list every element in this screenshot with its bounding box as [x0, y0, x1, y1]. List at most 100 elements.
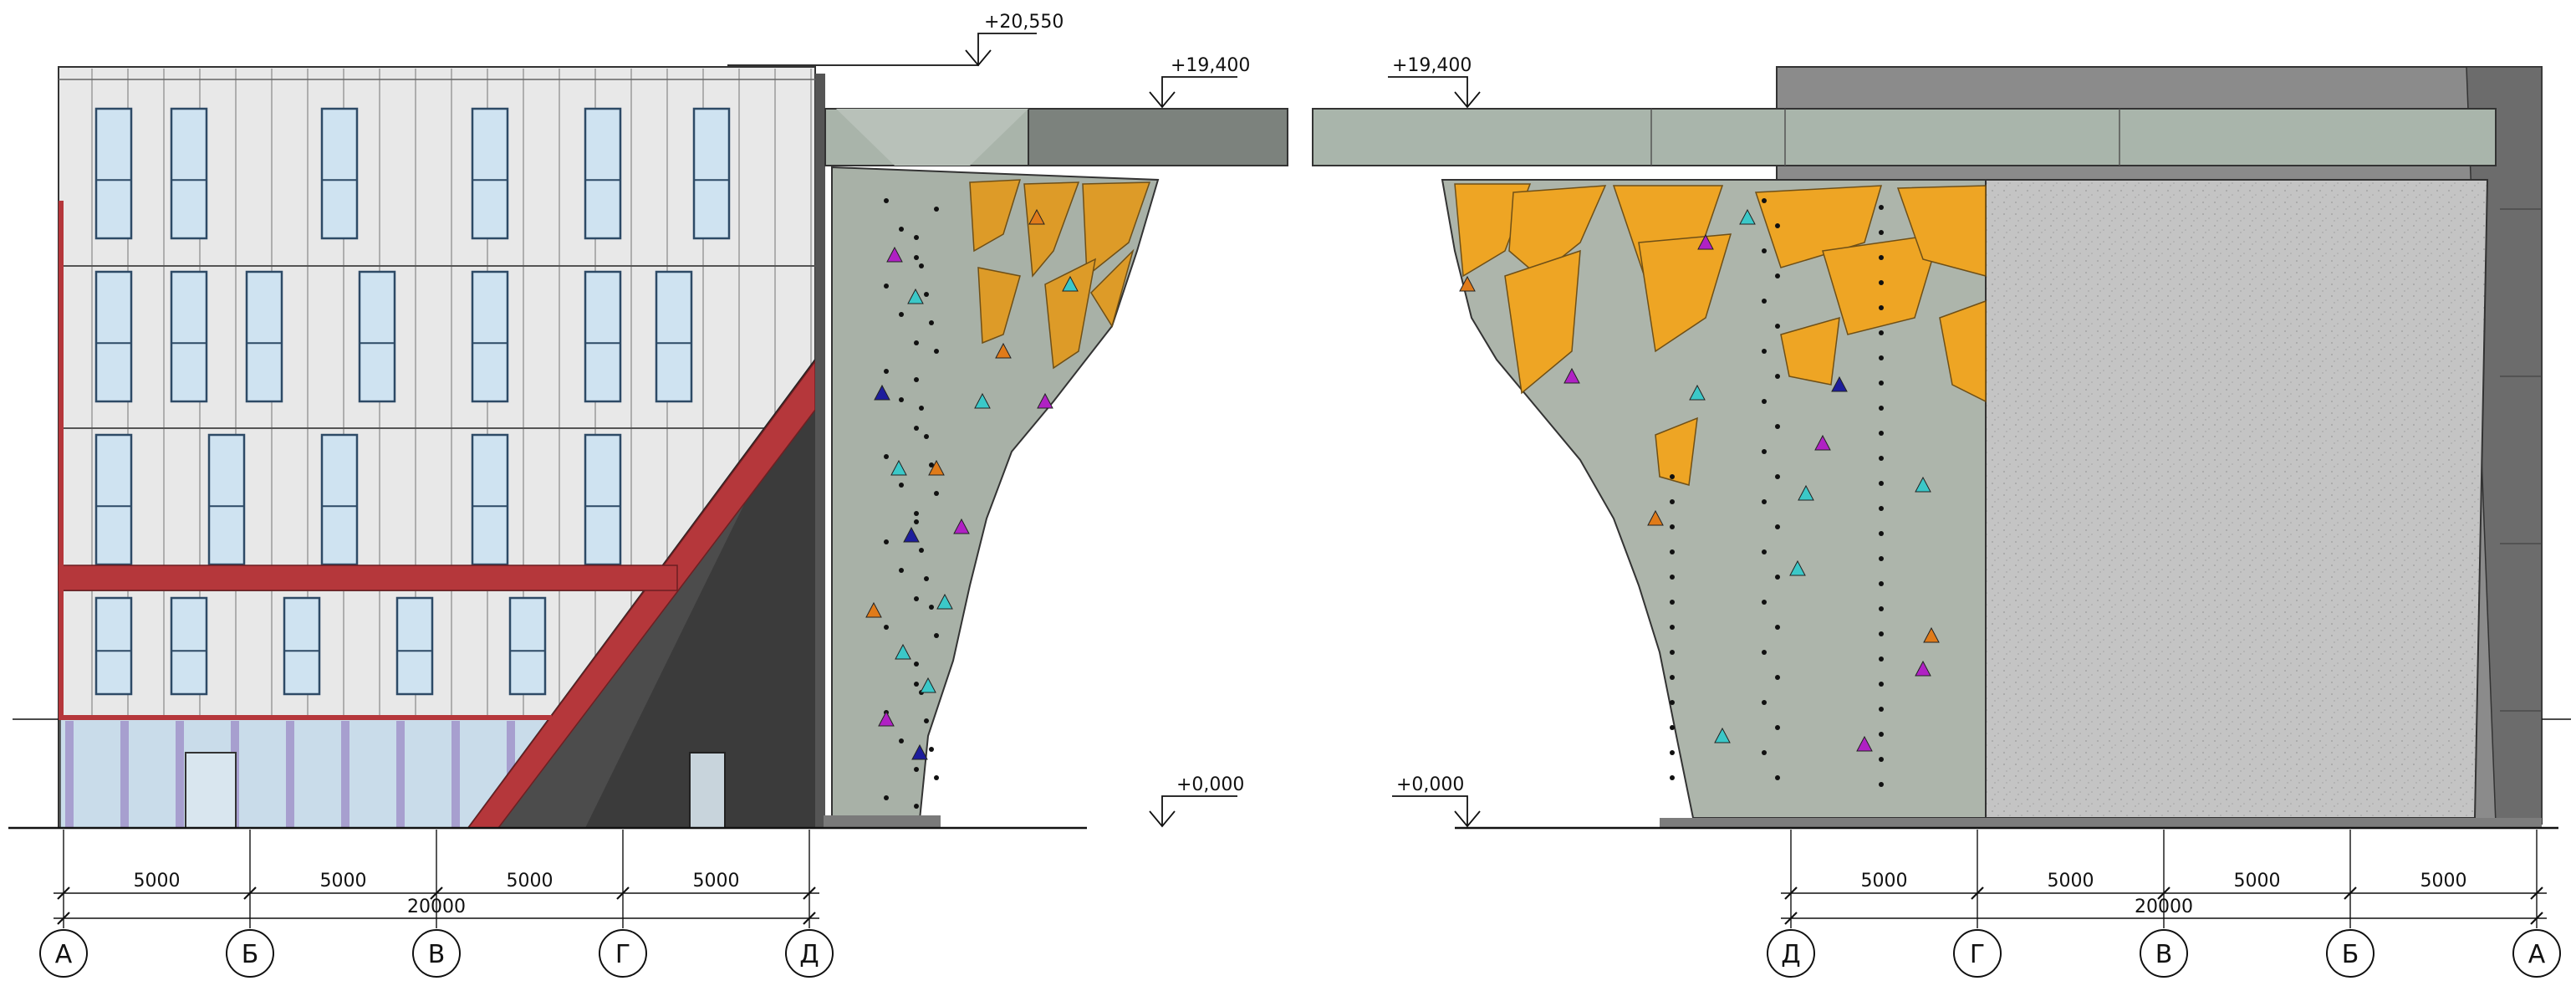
climbing-hold	[1831, 375, 1848, 392]
bolt-hole	[884, 625, 889, 630]
climbing-hold	[953, 518, 970, 534]
climbing-holds-right	[1459, 198, 1940, 787]
bolt-hole	[1879, 230, 1884, 235]
climbing-hold	[1689, 384, 1706, 401]
bolt-hole	[1879, 431, 1884, 436]
span-dimension: 5000	[134, 871, 181, 891]
bolt-hole	[914, 596, 919, 601]
window	[395, 596, 434, 696]
climbing-hold	[928, 459, 945, 476]
climbing-hold	[1856, 735, 1873, 752]
red-vertical-band	[59, 201, 64, 719]
bolt-hole	[1670, 775, 1675, 780]
bolt-hole	[1879, 255, 1884, 260]
bolt-hole	[884, 369, 889, 374]
right-elevation	[1312, 66, 2543, 828]
axis-label: Б	[2342, 940, 2359, 969]
bolt-hole	[1879, 330, 1884, 335]
bolt-hole	[1879, 531, 1884, 536]
axis-bubble	[412, 929, 461, 978]
red-horizontal-band	[58, 565, 678, 591]
axis-bubble	[39, 929, 88, 978]
side-wall	[815, 74, 825, 828]
bolt-hole	[929, 462, 934, 467]
climbing-hold	[1923, 626, 1940, 643]
bolt-hole	[899, 738, 904, 743]
climbing-hold	[903, 526, 920, 543]
axis-bubble	[599, 929, 647, 978]
bolt-hole	[1670, 625, 1675, 630]
axis-label: Б	[242, 940, 259, 969]
bolt-hole	[929, 605, 934, 610]
bolt-hole	[934, 349, 939, 354]
concrete-wall	[1985, 179, 2489, 819]
climbing-hold	[911, 743, 928, 760]
bolt-hole	[924, 576, 929, 581]
dimension-chain-left: А 5000 Б 5000 В 5000 Г 5000 Д 20000	[39, 830, 834, 978]
bolt-hole	[1879, 481, 1884, 486]
bolt-hole	[1775, 324, 1780, 329]
bolt-hole	[1879, 305, 1884, 310]
bolt-hole	[1670, 549, 1675, 554]
bolt-hole	[1670, 675, 1675, 680]
bolt-hole	[1879, 506, 1884, 511]
service-door	[689, 752, 726, 829]
bolt-hole	[934, 775, 939, 780]
span-dimension: 5000	[2234, 871, 2281, 891]
bolt-hole	[1762, 399, 1767, 404]
bolt-hole	[934, 491, 939, 496]
canopy-dark-end	[1028, 108, 1288, 166]
climbing-hold	[1697, 233, 1714, 250]
bolt-hole	[1670, 575, 1675, 580]
elevation-mark-mid-right: +19,400	[1388, 55, 1481, 109]
elevation-text-zero-right: +0,000	[1396, 774, 1464, 795]
window	[692, 107, 731, 240]
left-elevation	[58, 66, 1288, 829]
climbing-hold	[907, 288, 924, 304]
bolt-hole	[1762, 600, 1767, 605]
bolt-hole	[1762, 248, 1767, 253]
climbing-hold	[895, 643, 911, 660]
axis-bubble	[226, 929, 274, 978]
bolt-hole	[914, 235, 919, 240]
climbing-hold	[1789, 559, 1806, 576]
window	[358, 270, 396, 403]
bolt-hole	[1670, 600, 1675, 605]
bolt-hole	[914, 682, 919, 687]
climbing-hold	[1647, 509, 1664, 526]
axis-label: В	[428, 940, 446, 969]
bolt-hole	[1775, 223, 1780, 228]
bolt-hole	[1775, 524, 1780, 529]
bolt-hole	[1775, 775, 1780, 780]
axis-bubble	[1767, 929, 1815, 978]
span-dimension: 5000	[1861, 871, 1908, 891]
orange-volumes-right	[1454, 183, 1987, 486]
window	[508, 596, 547, 696]
bolt-hole	[1775, 675, 1780, 680]
total-dimension: 20000	[2135, 897, 2193, 917]
window	[207, 433, 246, 566]
dimension-chain-right: Д 5000 Г 5000 В 5000 Б 5000 А 20000	[1767, 830, 2561, 978]
window	[320, 433, 359, 566]
orange-volumes-left	[969, 179, 1151, 370]
entrance-door	[185, 752, 237, 829]
bolt-hole	[1762, 499, 1767, 504]
bolt-hole	[1879, 456, 1884, 461]
elevation-text-mid-right: +19,400	[1392, 55, 1472, 76]
bolt-hole	[914, 426, 919, 431]
bolt-hole	[929, 320, 934, 325]
climbing-hold	[874, 384, 890, 401]
bolt-hole	[884, 454, 889, 459]
axis-label: А	[55, 940, 73, 969]
window	[245, 270, 283, 403]
window	[94, 433, 133, 566]
bolt-hole	[884, 198, 889, 203]
total-dimension: 20000	[407, 897, 466, 917]
bolt-hole	[1762, 198, 1767, 203]
bolt-hole	[1879, 631, 1884, 636]
window	[320, 107, 359, 240]
bolt-hole	[919, 263, 924, 268]
climbing-hold	[890, 459, 907, 476]
axis-label: А	[2528, 940, 2546, 969]
climbing-hold	[920, 677, 936, 693]
